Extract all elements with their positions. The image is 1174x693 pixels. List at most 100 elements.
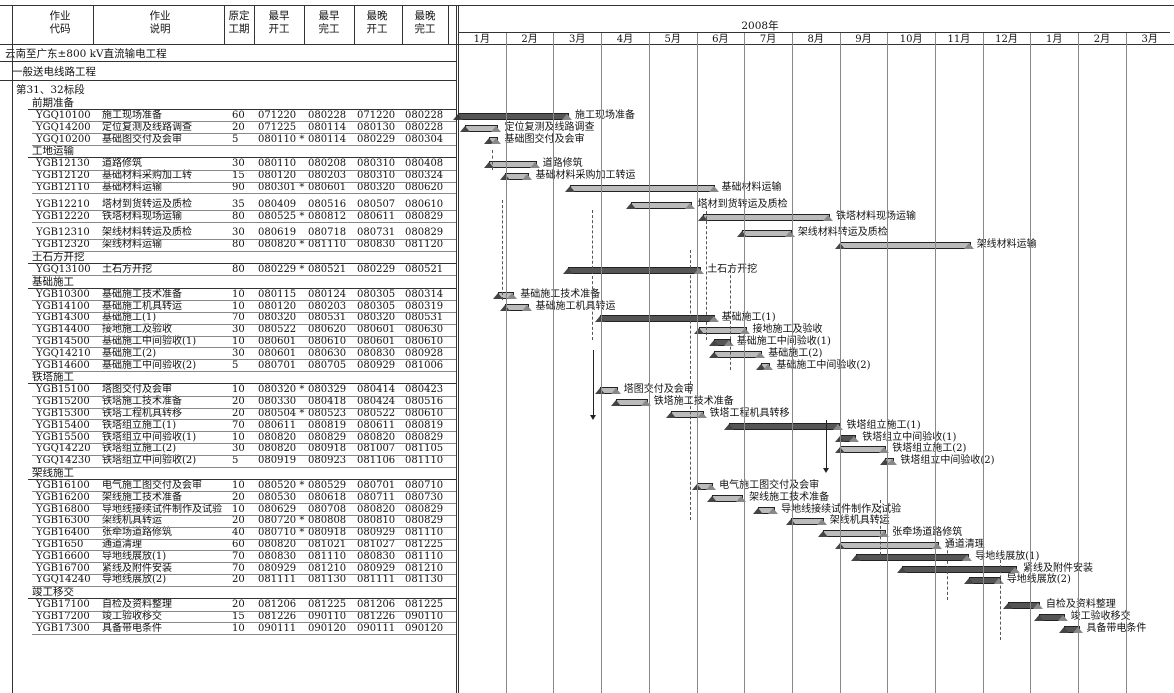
- row-line: [32, 144, 456, 146]
- task-es: 080629: [258, 503, 297, 515]
- task-code: YGQ13100: [36, 264, 91, 275]
- task-dur: 5: [232, 359, 239, 371]
- month-label: 9月: [855, 34, 872, 45]
- bar-end-marker: [931, 543, 942, 549]
- month-label: 1月: [473, 34, 491, 45]
- task-lf: 081105: [405, 443, 444, 455]
- task-dur: 10: [232, 503, 245, 515]
- section-title: 一般送电线路工程: [12, 66, 96, 78]
- month-label: 10月: [899, 34, 923, 45]
- task-es: 080330: [258, 396, 297, 408]
- bar-label: 自检及资料整理: [1045, 599, 1116, 611]
- task-bar: [599, 315, 716, 323]
- bar-label: 导地线展放(2): [1006, 574, 1071, 586]
- task-ef: 080418: [308, 396, 347, 408]
- row-line: [32, 193, 456, 195]
- task-ef: 081021: [308, 539, 347, 550]
- task-dur: 10: [232, 300, 245, 312]
- task-ef: 080718: [308, 227, 347, 239]
- task-desc: 施工现场准备: [102, 110, 162, 121]
- row-line: [32, 538, 456, 540]
- row-line: [0, 61, 456, 62]
- bar-end-marker: [529, 162, 540, 169]
- task-dur: 20: [232, 574, 245, 586]
- bar-end-marker: [491, 125, 502, 132]
- task-lf: 081110: [405, 527, 444, 539]
- bar-start-marker: [594, 388, 605, 395]
- task-dur: 15: [232, 611, 245, 622]
- task-code: YGB15200: [36, 396, 90, 408]
- task-code: YGB16200: [36, 491, 90, 503]
- task-code: YGQ14220: [36, 443, 91, 455]
- task-lf: 080423: [405, 384, 444, 396]
- header-year: 2008年: [741, 20, 779, 32]
- month-label: 2月: [1093, 34, 1111, 45]
- task-ef: 090110: [308, 611, 347, 622]
- task-desc: 通道清理: [102, 539, 142, 550]
- task-ls: 080830: [357, 347, 396, 359]
- task-code: YGB12220: [36, 210, 90, 222]
- bar-label: 铁塔施工技术准备: [653, 396, 734, 408]
- task-ef: 080918: [308, 443, 347, 455]
- row-line: [32, 442, 456, 444]
- row-line: [32, 221, 456, 223]
- task-dur: 20: [232, 599, 245, 611]
- bar-end-marker: [694, 268, 705, 274]
- task-lf: 080730: [405, 491, 444, 503]
- task-desc: 基础材料运输: [102, 182, 162, 193]
- task-es: 080110 *: [258, 133, 305, 145]
- month-gridline: [791, 33, 793, 693]
- dependency-line: [690, 250, 691, 520]
- dependency-line: [502, 200, 503, 300]
- bar-label: 土石方开挖: [707, 264, 758, 275]
- bar-end-marker: [879, 447, 890, 454]
- bar-label: 架线材料转运及质检: [797, 227, 888, 239]
- task-ls: 080522: [357, 408, 396, 419]
- task-es: 080601: [258, 336, 297, 347]
- task-dur: 30: [232, 324, 245, 336]
- bar-end-marker: [708, 316, 719, 323]
- bar-end-marker: [993, 578, 1004, 585]
- task-lf: 080610: [405, 336, 444, 347]
- task-lf: 080304: [405, 133, 444, 145]
- bar-end-marker: [640, 400, 651, 407]
- bar-start-marker: [1059, 626, 1070, 633]
- group-title: 工地运输: [32, 145, 74, 158]
- task-lf: 080630: [405, 324, 444, 336]
- task-ef: 080923: [308, 455, 347, 467]
- task-lf: 080829: [405, 210, 444, 222]
- task-es: 080110: [258, 158, 297, 170]
- task-code: YGB14600: [36, 359, 90, 371]
- bar-label: 道路修筑: [542, 158, 583, 170]
- task-es: 080115: [258, 288, 297, 300]
- bar-start-marker: [694, 328, 705, 335]
- task-dur: 60: [232, 539, 245, 550]
- task-ls: 080820: [357, 503, 396, 515]
- bar-start-marker: [737, 231, 748, 238]
- task-code: YGB16100: [36, 480, 90, 491]
- task-lf: 081006: [405, 359, 444, 371]
- bar-end-marker: [962, 554, 973, 561]
- task-lf: 081225: [405, 599, 444, 611]
- dependency-line: [492, 150, 493, 170]
- month-label: 8月: [807, 34, 824, 45]
- task-ls: 080229: [357, 264, 396, 275]
- task-ef: 080329: [308, 384, 347, 396]
- task-desc: 塔图交付及会审: [102, 384, 172, 396]
- task-ef: 080918: [308, 527, 347, 539]
- bar-label: 接地施工及验收: [752, 324, 823, 336]
- bar-end-marker: [708, 186, 719, 192]
- row-line: [32, 133, 456, 135]
- task-lf: 080228: [405, 121, 444, 133]
- task-lf: 080829: [405, 515, 444, 527]
- task-lf: 080829: [405, 503, 444, 515]
- task-dur: 10: [232, 622, 245, 634]
- task-ef: 080618: [308, 491, 347, 503]
- task-ef: 080708: [308, 503, 347, 515]
- task-dur: 10: [232, 336, 245, 347]
- month-gridline: [1030, 33, 1032, 693]
- task-desc: 定位复测及线路调查: [102, 121, 192, 133]
- task-code: YGB14400: [36, 324, 90, 336]
- month-label: 3月: [1141, 34, 1158, 45]
- task-desc: 塔材到货转运及质检: [102, 198, 192, 210]
